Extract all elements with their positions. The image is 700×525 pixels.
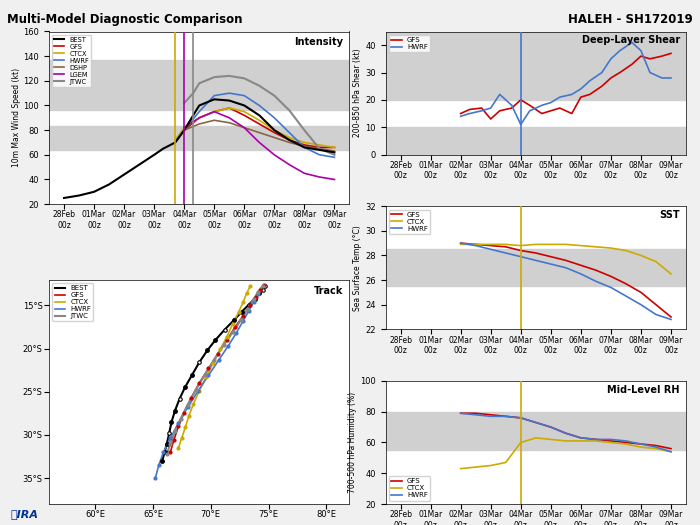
Bar (386, 32, 686, 100)
Bar (49, 127, 349, 150)
Text: ⒸIRA: ⒸIRA (10, 509, 38, 519)
Legend: GFS, CTCX, HWRF: GFS, CTCX, HWRF (389, 476, 430, 500)
Legend: GFS, HWRF: GFS, HWRF (389, 35, 430, 52)
Text: Multi-Model Diagnostic Comparison: Multi-Model Diagnostic Comparison (7, 13, 242, 26)
Y-axis label: 700-500 hPa Humidity (%): 700-500 hPa Humidity (%) (349, 392, 357, 493)
Text: Mid-Level RH: Mid-Level RH (608, 385, 680, 395)
Y-axis label: Sea Surface Temp (°C): Sea Surface Temp (°C) (354, 225, 363, 311)
Bar (49, 60, 349, 110)
Text: Intensity: Intensity (295, 37, 344, 47)
Y-axis label: 200-850 hPa Shear (kt): 200-850 hPa Shear (kt) (354, 49, 363, 138)
Text: Track: Track (314, 286, 344, 296)
Bar (386, 127, 686, 154)
Text: Deep-Layer Shear: Deep-Layer Shear (582, 35, 680, 45)
Bar (386, 249, 686, 286)
Legend: BEST, GFS, CTCX, HWRF, DSHP, LGEM, JTWC: BEST, GFS, CTCX, HWRF, DSHP, LGEM, JTWC (52, 35, 92, 87)
Bar (386, 412, 686, 450)
Legend: BEST, GFS, CTCX, HWRF, JTWC: BEST, GFS, CTCX, HWRF, JTWC (52, 283, 94, 321)
Text: HALEH - SH172019: HALEH - SH172019 (568, 13, 693, 26)
Text: SST: SST (659, 210, 680, 220)
Legend: GFS, CTCX, HWRF: GFS, CTCX, HWRF (389, 209, 430, 234)
Y-axis label: 10m Max Wind Speed (kt): 10m Max Wind Speed (kt) (12, 68, 20, 167)
